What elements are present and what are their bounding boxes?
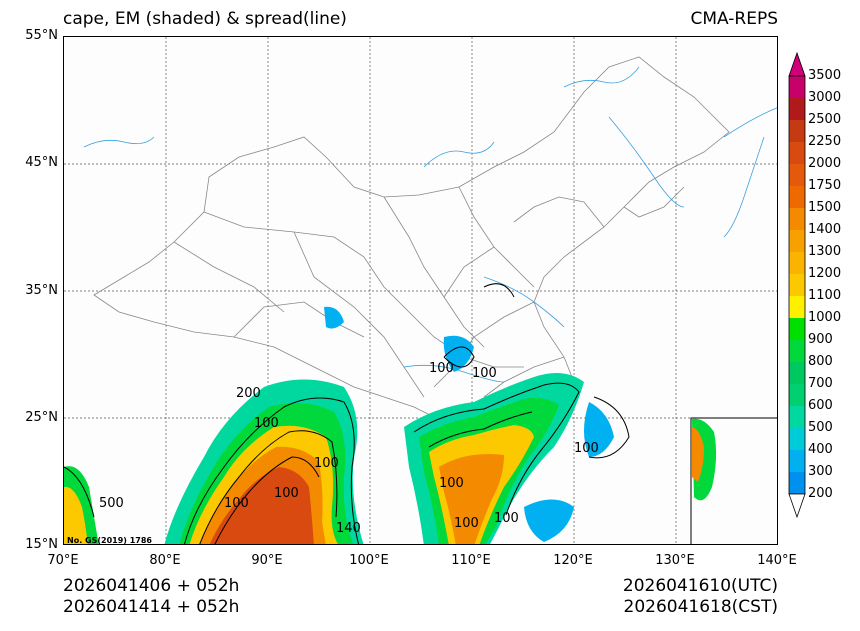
colorbar-bin [789, 450, 805, 473]
colorbar-label: 1500 [808, 200, 842, 215]
colorbar [788, 51, 806, 519]
colorbar-label: 3500 [808, 68, 842, 83]
init-time-utc: 2026041406 + 052h [63, 576, 240, 596]
lon-label-120: 120°E [553, 553, 593, 568]
colorbar-label: 1100 [808, 288, 842, 303]
model-name: CMA-REPS [690, 9, 778, 29]
lat-label-15: 15°N [25, 537, 58, 552]
map-watermark: No. GS(2019) 1786 [67, 536, 152, 545]
lon-label-110: 110°E [451, 553, 491, 568]
colorbar-top-triangle [788, 51, 806, 77]
colorbar-label: 2000 [808, 156, 842, 171]
contour-label: 200 [236, 386, 261, 401]
colorbar-bin [789, 472, 805, 495]
colorbar-label: 1300 [808, 244, 842, 259]
colorbar-bin [789, 252, 805, 275]
lon-label-80: 80°E [149, 553, 181, 568]
contour-label: 100 [494, 511, 519, 526]
map-panel: 200 100 100 100 500 100 100 100 100 100 … [63, 36, 778, 545]
colorbar-bin [789, 318, 805, 341]
colorbar-label: 400 [808, 442, 833, 457]
colorbar-label: 800 [808, 354, 833, 369]
lon-label-100: 100°E [349, 553, 389, 568]
colorbar-bin [789, 120, 805, 143]
chart-title: cape, EM (shaded) & spread(line) [63, 9, 347, 29]
colorbar-bin [789, 208, 805, 231]
valid-time-cst: 2026041618(CST) [623, 597, 778, 617]
contour-label: 100 [224, 496, 249, 511]
colorbar-label: 700 [808, 376, 833, 391]
colorbar-label: 200 [808, 486, 833, 501]
colorbar-label: 600 [808, 398, 833, 413]
colorbar-label: 1200 [808, 266, 842, 281]
contour-label: 100 [574, 441, 599, 456]
colorbar-label: 2250 [808, 134, 842, 149]
colorbar-bin [789, 340, 805, 363]
lon-label-70: 70°E [47, 553, 79, 568]
contour-label: 100 [472, 366, 497, 381]
lat-label-55: 55°N [25, 28, 58, 43]
colorbar-label: 3000 [808, 90, 842, 105]
init-time-cst: 2026041414 + 052h [63, 597, 240, 617]
colorbar-bin [789, 362, 805, 385]
lat-label-25: 25°N [25, 410, 58, 425]
colorbar-bottom-triangle [788, 493, 806, 519]
colorbar-bin [789, 98, 805, 121]
admin-boundaries [93, 56, 730, 443]
colorbar-bin [789, 230, 805, 253]
colorbar-label: 1750 [808, 178, 842, 193]
colorbar-label: 300 [808, 464, 833, 479]
colorbar-bin [789, 296, 805, 319]
contour-labels: 200 100 100 100 500 100 100 100 100 100 … [99, 361, 599, 536]
contour-label: 500 [99, 496, 124, 511]
contour-label: 100 [429, 361, 454, 376]
contour-label: 140 [336, 521, 361, 536]
contour-label: 100 [254, 416, 279, 431]
lon-label-140: 140°E [757, 553, 797, 568]
rivers [83, 66, 777, 383]
colorbar-label: 1000 [808, 310, 842, 325]
contour-label: 100 [439, 476, 464, 491]
colorbar-bin [789, 274, 805, 297]
colorbar-bin [789, 142, 805, 165]
colorbar-label: 2500 [808, 112, 842, 127]
lon-label-130: 130°E [655, 553, 695, 568]
colorbar-bin [789, 406, 805, 429]
valid-time-utc: 2026041610(UTC) [622, 576, 778, 596]
cape-shading [64, 306, 614, 544]
contour-label: 100 [454, 516, 479, 531]
contour-label: 100 [314, 456, 339, 471]
lat-label-45: 45°N [25, 155, 58, 170]
colorbar-bin [789, 164, 805, 187]
colorbar-label: 500 [808, 420, 833, 435]
colorbar-label: 1400 [808, 222, 842, 237]
colorbar-bin [789, 428, 805, 451]
colorbar-bin [789, 186, 805, 209]
colorbar-label: 900 [808, 332, 833, 347]
colorbar-bin [789, 76, 805, 99]
lon-label-90: 90°E [251, 553, 283, 568]
lat-label-35: 35°N [25, 283, 58, 298]
spread-contours [64, 283, 630, 544]
colorbar-bin [789, 384, 805, 407]
contour-label: 100 [274, 486, 299, 501]
